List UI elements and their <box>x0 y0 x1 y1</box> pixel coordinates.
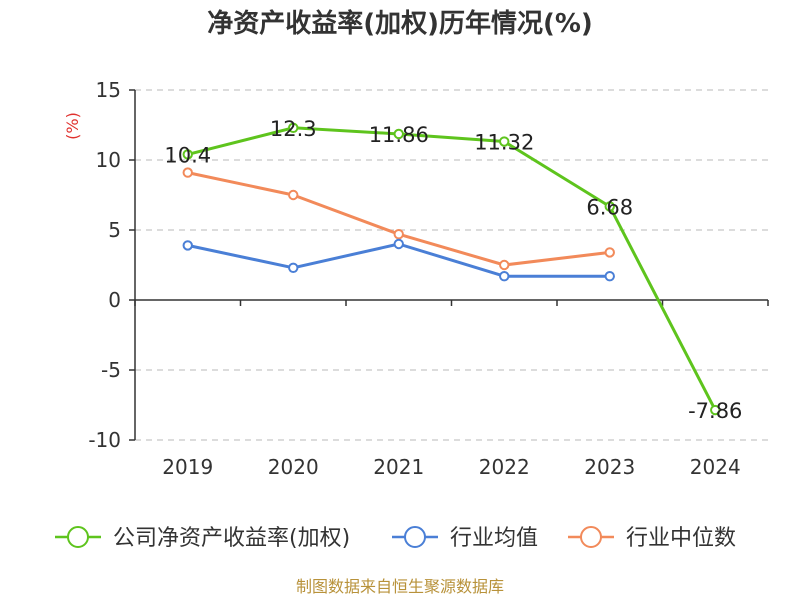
legend-marker-0 <box>67 526 89 548</box>
series-point-2 <box>288 189 299 201</box>
series-point-0 <box>710 404 721 416</box>
legend-marker-2 <box>580 526 602 548</box>
x-tick-label: 2024 <box>690 455 741 479</box>
data-labels: 10.4 12.3 11.86 11.32 6.68 -7.86 <box>164 117 742 423</box>
series-point-0 <box>288 122 299 134</box>
y-tick-label: -5 <box>101 358 121 382</box>
source-note: 制图数据来自恒生聚源数据库 <box>296 577 504 596</box>
y-tick-label: 0 <box>108 288 121 312</box>
x-tick-label: 2019 <box>162 455 213 479</box>
series-line-2 <box>187 171 610 267</box>
legend-label-0: 公司净资产收益率(加权) <box>113 526 350 551</box>
series-point-2 <box>182 167 193 178</box>
series-point-0 <box>499 136 510 147</box>
series-line-0 <box>187 126 717 411</box>
data-label: -7.86 <box>688 399 742 423</box>
series-point-1 <box>499 271 510 282</box>
x-tick-label: 2020 <box>268 455 319 479</box>
series-point-2 <box>499 259 510 271</box>
series-point-0 <box>393 128 404 140</box>
axes: 15 10 5 0 -5 -10 2019 2020 2021 2022 2023 2024 <box>88 78 769 479</box>
x-tick-label: 2021 <box>373 455 424 479</box>
x-tick-label: 2022 <box>479 455 530 479</box>
y-tick-label: 15 <box>96 78 121 102</box>
data-label: 12.3 <box>270 117 317 141</box>
y-tick-label: 5 <box>108 218 121 242</box>
series-point-0 <box>604 201 615 212</box>
series-point-1 <box>604 271 615 282</box>
data-label: 6.68 <box>586 195 633 219</box>
legend-label-2: 行业中位数 <box>626 526 736 551</box>
legend-label-1: 行业均值 <box>450 526 538 551</box>
y-tick-label: -10 <box>88 428 121 452</box>
y-axis-label: (%) <box>63 112 82 140</box>
series-point-2 <box>393 229 404 240</box>
series-point-1 <box>182 240 193 251</box>
series-point-1 <box>288 262 299 273</box>
chart-title: 净资产收益率(加权)历年情况(%) <box>207 8 593 39</box>
y-tick-label: 10 <box>96 148 121 172</box>
series-point-2 <box>604 247 615 258</box>
data-label: 11.86 <box>369 123 429 147</box>
data-label: 10.4 <box>164 143 211 167</box>
data-label: 11.32 <box>474 131 534 155</box>
x-tick-label: 2023 <box>584 455 635 479</box>
series-point-0 <box>182 149 193 160</box>
legend[interactable]: 公司净资产收益率(加权) 行业均值 行业中位数 <box>55 526 736 551</box>
series-layer <box>182 122 721 416</box>
series-point-1 <box>393 238 404 250</box>
legend-marker-1 <box>404 526 426 548</box>
